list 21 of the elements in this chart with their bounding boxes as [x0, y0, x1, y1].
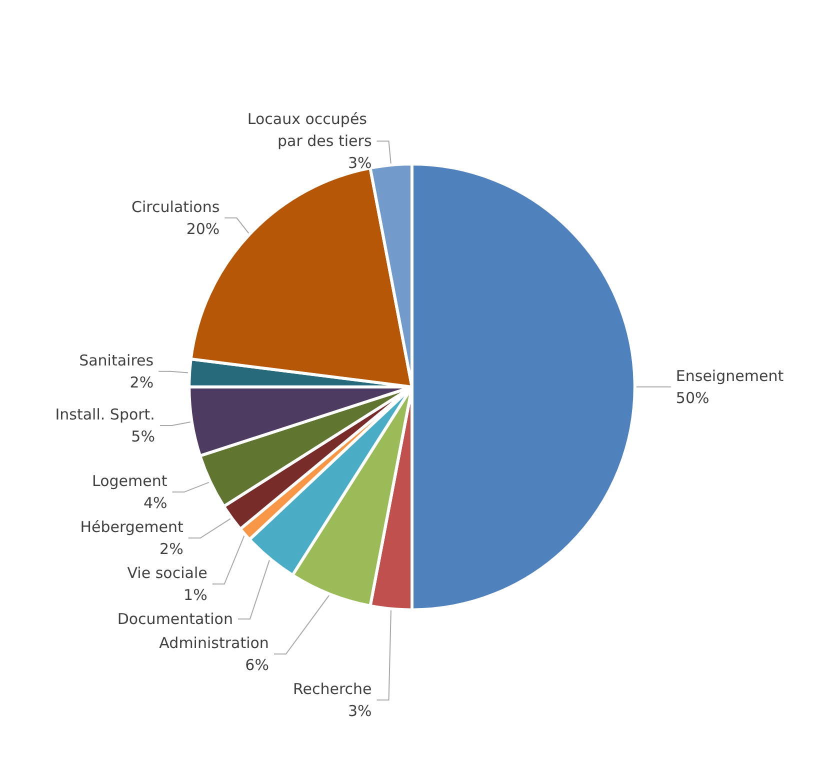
data-label: 3%: [348, 154, 372, 172]
slice-label: Sanitaires: [79, 351, 154, 370]
slice-label: Hébergement: [80, 518, 184, 536]
data-label: 50%: [676, 388, 710, 407]
slice-label: Circulations: [132, 198, 220, 216]
slice-label: Documentation: [117, 610, 233, 628]
slice-label: Install. Sport.: [55, 406, 155, 424]
slice-label: Recherche: [292, 680, 372, 698]
data-label: 5%: [131, 428, 155, 446]
data-label: 1%: [184, 586, 208, 604]
data-label: 3%: [348, 702, 372, 720]
slice-label: Administration: [159, 634, 269, 652]
slice-label: Enseignement: [676, 366, 784, 385]
data-label: 2%: [130, 373, 154, 392]
data-label: 4%: [143, 494, 168, 512]
slice-label: Vie sociale: [127, 564, 208, 582]
data-label: 20%: [186, 220, 220, 238]
slice-label: Locaux occupés par des tiers: [247, 110, 372, 150]
slice-label: Logement: [92, 472, 168, 490]
data-label: 6%: [245, 656, 269, 674]
data-label: 2%: [160, 540, 184, 558]
